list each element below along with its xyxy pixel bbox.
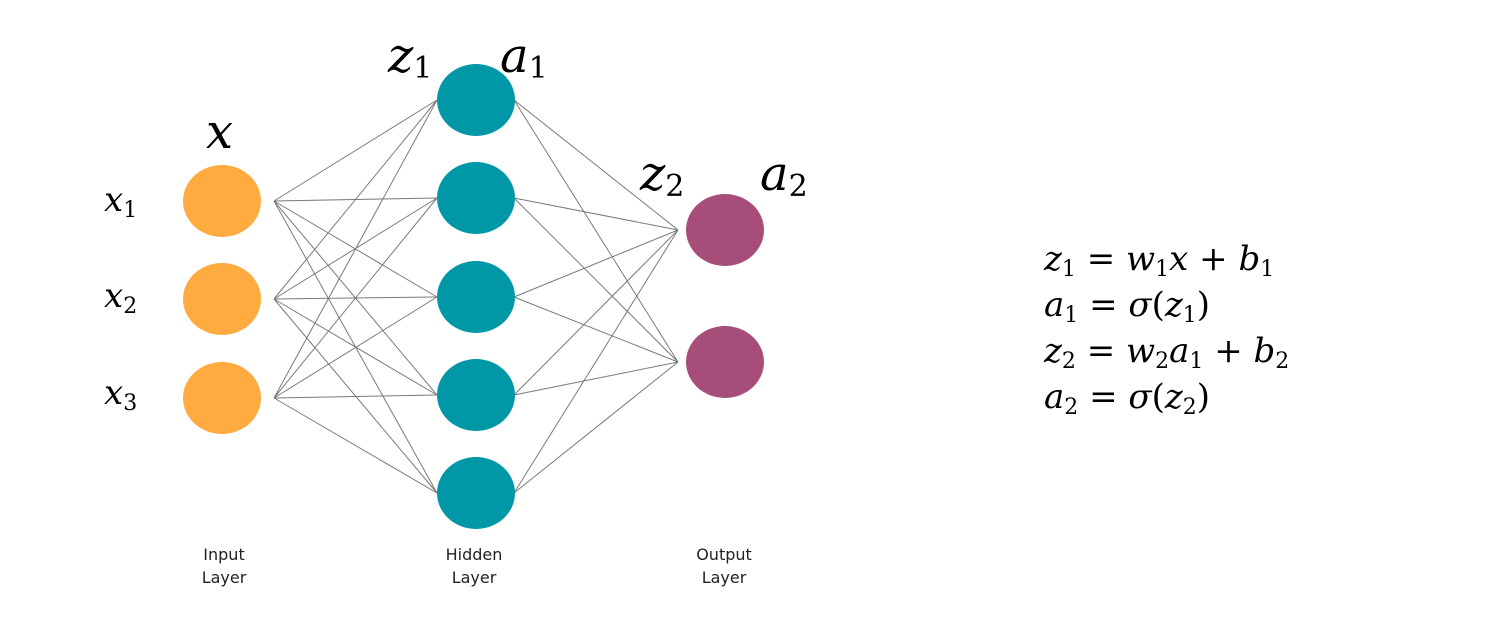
hidden-activation-label: a1 (500, 28, 548, 86)
input-node-label-2: x2 (104, 276, 137, 319)
equation-line-3: z2 = w2a1 + b2 (1044, 331, 1290, 374)
edge-hidden-4-output-1 (513, 229, 679, 396)
edge-hidden-3-output-2 (513, 296, 679, 363)
hidden-node-4 (437, 359, 515, 431)
hidden-pre-activation-label: z1 (387, 28, 432, 86)
edge-input-2-hidden-1 (273, 99, 438, 300)
input-node-label-3: x3 (104, 373, 137, 416)
input-node-1 (183, 165, 261, 237)
edge-hidden-5-output-1 (513, 229, 679, 494)
edge-hidden-5-output-2 (513, 361, 679, 494)
edge-hidden-3-output-1 (513, 229, 679, 298)
output-node-2 (686, 326, 764, 398)
hidden-layer-name-line2: Layer (452, 568, 497, 587)
hidden-node-1 (437, 64, 515, 136)
equation-line-4: a2 = σ(z2) (1044, 377, 1211, 420)
input-node-2 (183, 263, 261, 335)
equation-line-2: a1 = σ(z1) (1044, 285, 1211, 328)
edge-input-3-hidden-3 (273, 296, 438, 399)
hidden-node-3 (437, 261, 515, 333)
edge-hidden-2-output-2 (513, 197, 679, 363)
edge-input-3-hidden-4 (273, 394, 438, 399)
equations-block: z1 = w1x + b1 a1 = σ(z1) z2 = w2a1 + b2 a2 … (1044, 236, 1289, 420)
output-activation-label: a2 (760, 146, 808, 204)
network-nodes (183, 64, 764, 529)
edge-input-1-hidden-1 (273, 99, 438, 202)
edge-input-3-hidden-1 (273, 99, 438, 399)
hidden-node-5 (437, 457, 515, 529)
connection-edges (273, 99, 679, 494)
output-node-1 (686, 194, 764, 266)
edge-input-3-hidden-2 (273, 197, 438, 399)
input-vector-label: x (206, 104, 233, 160)
hidden-node-2 (437, 162, 515, 234)
edge-hidden-1-output-1 (513, 99, 679, 231)
output-pre-activation-label: z2 (639, 146, 684, 204)
edge-hidden-2-output-1 (513, 197, 679, 231)
input-node-3 (183, 362, 261, 434)
edge-input-3-hidden-5 (273, 397, 438, 494)
input-layer-name: Input (203, 545, 244, 564)
output-layer-name: Output (696, 545, 752, 564)
input-node-label-1: x1 (104, 180, 137, 223)
edge-hidden-4-output-2 (513, 361, 679, 396)
hidden-layer-name: Hidden (446, 545, 503, 564)
input-layer-name-line2: Layer (202, 568, 247, 587)
edge-hidden-1-output-2 (513, 99, 679, 363)
output-layer-name-line2: Layer (702, 568, 747, 587)
equation-line-1: z1 = w1x + b1 (1044, 239, 1275, 282)
